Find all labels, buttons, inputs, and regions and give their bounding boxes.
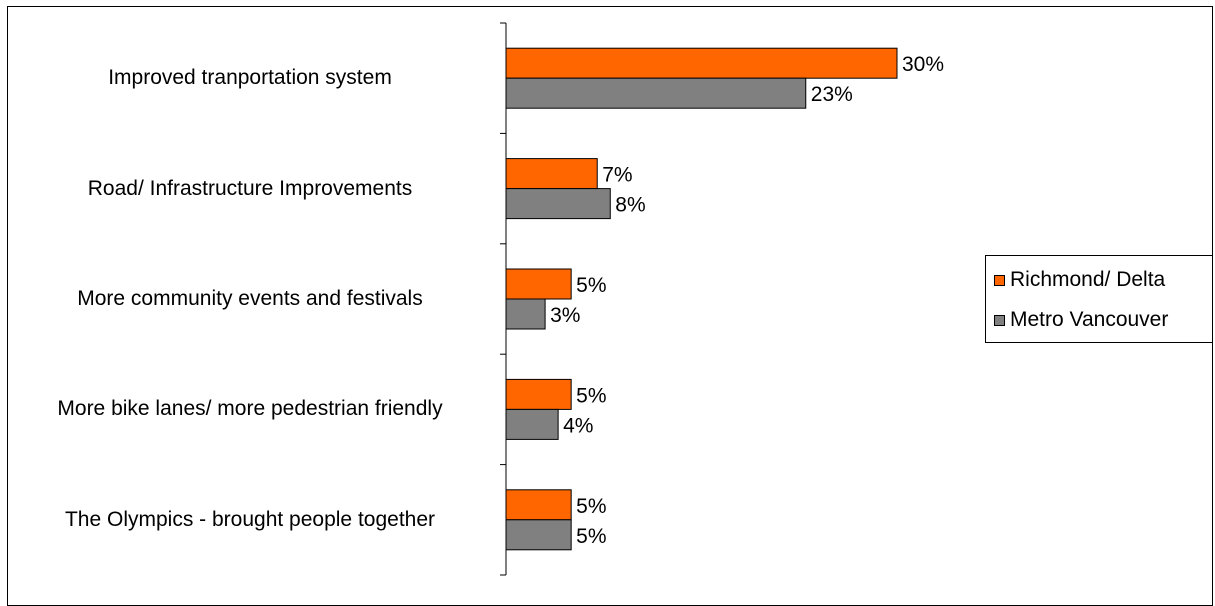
category-label: More community events and festivals [77,287,423,310]
bar [505,519,572,551]
bar [505,378,572,410]
legend-label: Metro Vancouver [1010,308,1169,331]
bar [505,268,572,300]
legend-item-metro-vancouver: Metro Vancouver [994,308,1168,332]
data-label: 7% [602,164,632,187]
data-label: 5% [576,274,606,297]
bar [505,188,611,220]
legend-label: Richmond/ Delta [1010,268,1166,291]
category-label: The Olympics - brought people together [64,507,436,531]
category-label: More bike lanes/ more pedestrian friendl… [57,397,443,421]
legend-swatch [994,274,1005,286]
data-label: 5% [576,495,606,518]
category-label: Road/ Infrastructure Improvements [87,176,413,200]
bar [505,298,546,330]
data-label: 8% [615,194,645,217]
legend: Richmond/ Delta Metro Vancouver [985,255,1213,343]
data-label: 23% [811,83,853,106]
legend-item-richmond-delta: Richmond/ Delta [994,268,1165,292]
bar-chart: 30% 23% 7% 8% 5% 3% 5% 4% 5% 5% [500,22,944,576]
bar [505,408,559,440]
data-label: 5% [576,525,606,548]
data-label: 4% [563,414,593,437]
legend-swatch [994,314,1005,326]
data-label: 3% [550,304,580,327]
category-label: Improved tranportation system [108,66,392,90]
data-label: 30% [902,53,944,76]
bar [505,47,898,79]
bar [505,77,807,109]
bar [505,489,572,521]
bar [505,158,598,190]
data-label: 5% [576,384,606,407]
